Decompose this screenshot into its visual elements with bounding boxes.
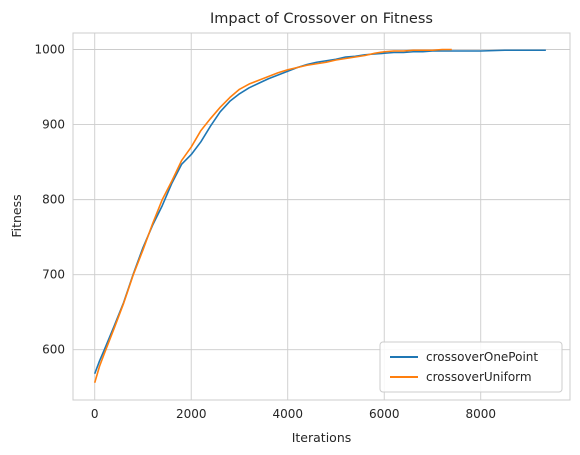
x-tick-label: 4000 (272, 407, 303, 421)
x-tick-label: 8000 (465, 407, 496, 421)
x-tick-label: 2000 (176, 407, 207, 421)
y-tick-label: 700 (42, 268, 65, 282)
x-tick-label: 6000 (369, 407, 400, 421)
legend-label: crossoverOnePoint (426, 350, 538, 364)
legend: crossoverOnePoint crossoverUniform (380, 342, 562, 392)
x-axis-label: Iterations (292, 430, 352, 445)
y-axis-label: Fitness (9, 194, 24, 237)
x-tick-label: 0 (91, 407, 99, 421)
y-tick-label: 1000 (34, 43, 65, 57)
y-tick-label: 900 (42, 118, 65, 132)
chart-title: Impact of Crossover on Fitness (210, 11, 433, 27)
y-tick-label: 600 (42, 343, 65, 357)
legend-label: crossoverUniform (426, 370, 532, 384)
y-tick-label: 800 (42, 193, 65, 207)
